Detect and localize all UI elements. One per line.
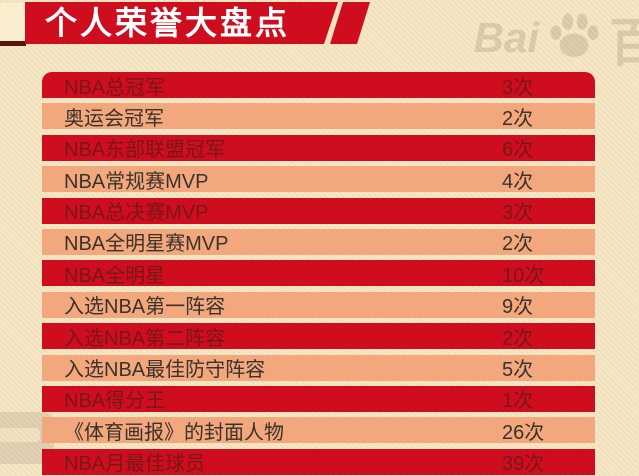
- baidu-watermark-text: Bai: [473, 14, 539, 61]
- honor-count: 3次: [502, 202, 534, 225]
- honor-count: 5次: [502, 359, 534, 382]
- honor-count: 4次: [502, 170, 534, 193]
- honor-count: 2次: [502, 233, 534, 256]
- honor-row: 入选NBA第二阵容 2次: [42, 323, 595, 350]
- honor-count: 6次: [502, 139, 534, 162]
- honor-label: 《体育画报》的封面人物: [64, 421, 284, 444]
- honor-count: 3次: [502, 76, 534, 99]
- honor-row: NBA总冠军 3次: [42, 72, 595, 99]
- baidu-watermark-top: Bai 百: [474, 2, 639, 74]
- banner-accent-stripe: [330, 2, 370, 44]
- title-banner: 个人荣誉大盘点: [25, 2, 338, 44]
- honor-count: 39次: [502, 453, 545, 476]
- honor-label: NBA东部联盟冠军: [64, 139, 226, 162]
- honor-count: 2次: [502, 107, 534, 130]
- honor-label: NBA全明星: [64, 264, 166, 287]
- honor-row: NBA东部联盟冠军 6次: [42, 134, 595, 162]
- baidu-paw-icon: [550, 13, 599, 58]
- honor-row: 入选NBA最佳防守阵容 5次: [42, 354, 595, 382]
- honor-row: NBA总决赛MVP 3次: [42, 197, 595, 225]
- honor-label: 入选NBA最佳防守阵容: [64, 359, 266, 382]
- banner-left-tail: [0, 3, 26, 41]
- page-title: 个人荣誉大盘点: [45, 5, 291, 41]
- honor-row: NBA全明星 10次: [42, 260, 595, 287]
- banner-tail-fold-shadow: [0, 41, 26, 46]
- honor-count: 9次: [502, 296, 534, 319]
- baidu-watermark-partial-glyph: 百: [608, 14, 639, 73]
- honor-row: NBA得分王 1次: [42, 385, 595, 413]
- honor-label: NBA得分王: [64, 390, 166, 413]
- honor-row: NBA月最佳球员 39次: [42, 448, 595, 476]
- honor-label: NBA月最佳球员: [64, 453, 206, 476]
- honor-row: NBA常规赛MVP 4次: [42, 166, 595, 193]
- honor-row: 入选NBA第一阵容 9次: [42, 291, 595, 319]
- honor-label: NBA总冠军: [64, 76, 166, 99]
- honor-row: NBA全明星赛MVP 2次: [42, 228, 595, 256]
- honors-table: NBA总冠军 3次 奥运会冠军 2次 NBA东部联盟冠军 6次 NBA常规赛MVP 4次 NBA…: [42, 72, 595, 475]
- honor-label: 入选NBA第二阵容: [64, 327, 226, 350]
- honor-count: 10次: [502, 264, 545, 287]
- honor-row: 《体育画报》的封面人物 26次: [42, 417, 595, 444]
- honor-label: NBA全明星赛MVP: [64, 233, 229, 256]
- honor-label: 入选NBA第一阵容: [64, 296, 226, 319]
- honor-label: NBA常规赛MVP: [64, 170, 209, 193]
- honor-count: 26次: [502, 421, 545, 444]
- honor-row: 奥运会冠军 2次: [42, 103, 595, 130]
- honor-count: 1次: [502, 390, 534, 413]
- honor-label: 奥运会冠军: [64, 107, 164, 130]
- honor-label: NBA总决赛MVP: [64, 202, 209, 225]
- honor-count: 2次: [502, 327, 534, 350]
